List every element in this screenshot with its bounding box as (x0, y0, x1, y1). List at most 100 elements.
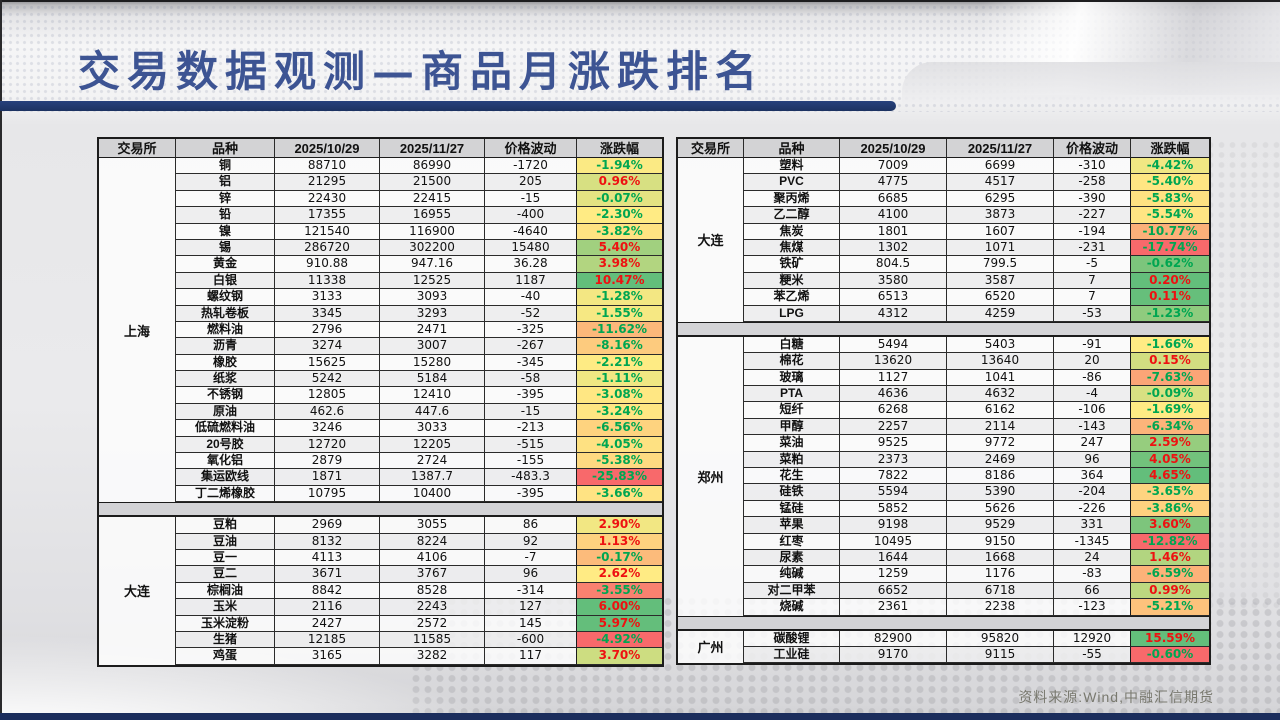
price-start-cell: 3671 (275, 566, 380, 583)
variety-cell: 菜粕 (744, 451, 840, 469)
variety-cell: 对二甲苯 (744, 582, 840, 600)
data-source-note: 资料来源:Wind,中融汇信期货 (1018, 689, 1214, 705)
variety-cell: 螺纹钢 (176, 289, 275, 306)
price-start-cell: 6513 (840, 289, 947, 306)
variety-cell: 豆油 (176, 533, 275, 550)
table-header-row: 交易所 品种 2025/10/29 2025/11/27 价格波动 涨跌幅 (99, 139, 662, 158)
table-row: 红枣 10495 9150 -1345 -12.82% (744, 533, 1209, 550)
price-end-cell: 3293 (380, 305, 485, 322)
price-change-cell: -1720 (485, 158, 577, 175)
pct-change-cell: 3.70% (576, 648, 662, 665)
price-end-cell: 6162 (947, 402, 1054, 419)
exchange-label: 大连 (678, 158, 744, 322)
price-end-cell: 13640 (947, 353, 1054, 370)
price-start-cell: 1644 (840, 549, 947, 567)
table-row: 白糖 5494 5403 -91 -1.66% (744, 336, 1209, 354)
pct-change-cell: -4.92% (576, 631, 662, 649)
price-start-cell: 8842 (275, 582, 380, 600)
price-end-cell: 1668 (947, 549, 1054, 567)
price-end-cell: 2572 (380, 615, 485, 632)
variety-cell: 焦炭 (744, 223, 840, 240)
price-change-cell: 247 (1054, 435, 1131, 452)
pct-change-cell: -8.16% (576, 338, 662, 355)
pct-change-cell: 5.97% (576, 615, 662, 632)
table-row: 苹果 9198 9529 331 3.60% (744, 517, 1209, 534)
block-rows: 塑料 7009 6699 -310 -4.42% PVC 4775 4517 -258 -5.40… (744, 158, 1209, 322)
variety-cell: 硅铁 (744, 484, 840, 501)
pct-change-cell: -11.62% (576, 321, 662, 339)
price-start-cell: 2879 (275, 453, 380, 470)
variety-cell: 豆一 (176, 549, 275, 567)
price-end-cell: 12205 (380, 436, 485, 454)
price-start-cell: 9198 (840, 517, 947, 534)
block-rows: 碳酸锂 82900 95820 12920 15.59% 工业硅 9170 9115 -55 -0… (744, 630, 1209, 664)
table-row: 粳米 3580 3587 7 0.20% (744, 272, 1209, 290)
table-row: 乙二醇 4100 3873 -227 -5.54% (744, 207, 1209, 224)
price-start-cell: 82900 (840, 630, 947, 647)
price-change-cell: -4 (1054, 386, 1131, 403)
price-start-cell: 17355 (275, 207, 380, 224)
pct-change-cell: -1.11% (576, 371, 662, 388)
pct-change-cell: -1.55% (576, 305, 662, 322)
price-change-cell: -123 (1054, 599, 1131, 616)
table-row: 铅 17355 16955 -400 -2.30% (176, 207, 662, 224)
price-change-cell: -213 (485, 420, 577, 437)
variety-cell: 低硫燃料油 (176, 420, 275, 437)
price-start-cell: 6268 (840, 402, 947, 419)
table-row: 铜 88710 86990 -1720 -1.94% (176, 158, 662, 175)
price-end-cell: 2114 (947, 418, 1054, 436)
variety-cell: PTA (744, 386, 840, 403)
price-change-cell: -483.3 (485, 469, 577, 486)
price-start-cell: 8132 (275, 533, 380, 550)
variety-cell: 乙二醇 (744, 207, 840, 224)
column-header: 品种 (176, 139, 275, 158)
variety-cell: 短纤 (744, 402, 840, 419)
variety-cell: 尿素 (744, 549, 840, 567)
price-end-cell: 1387.7 (380, 469, 485, 486)
price-end-cell: 15280 (380, 354, 485, 372)
price-change-cell: 205 (485, 174, 577, 191)
column-header: 2025/11/27 (380, 139, 485, 158)
pct-change-cell: 3.98% (576, 256, 662, 273)
pct-change-cell: -1.28% (576, 289, 662, 306)
price-end-cell: 799.5 (947, 256, 1054, 273)
price-change-cell: -267 (485, 338, 577, 355)
price-change-cell: -226 (1054, 500, 1131, 518)
price-end-cell: 2471 (380, 321, 485, 339)
exchange-block: 大连 豆粕 2969 3055 86 2.90% 豆油 8132 8224 92 1.13% 豆一 41… (99, 517, 662, 665)
table-row: 锡 286720 302200 15480 5.40% (176, 239, 662, 257)
price-end-cell: 86990 (380, 158, 485, 175)
pct-change-cell: -1.69% (1130, 402, 1209, 419)
price-change-cell: 20 (1054, 353, 1131, 370)
variety-cell: 豆粕 (176, 517, 275, 534)
column-header: 2025/11/27 (947, 139, 1054, 158)
pct-change-cell: -3.86% (1130, 500, 1209, 518)
variety-cell: 花生 (744, 468, 840, 485)
price-end-cell: 9150 (947, 533, 1054, 550)
price-change-cell: 145 (485, 615, 577, 632)
table-row: 对二甲苯 6652 6718 66 0.99% (744, 582, 1209, 600)
table-header-row: 交易所 品种 2025/10/29 2025/11/27 价格波动 涨跌幅 (678, 139, 1209, 158)
table-row: 苯乙烯 6513 6520 7 0.11% (744, 289, 1209, 306)
table-row: LPG 4312 4259 -53 -1.23% (744, 305, 1209, 322)
pct-change-cell: -5.21% (1130, 599, 1209, 616)
price-change-cell: 1187 (485, 272, 577, 290)
variety-cell: 锌 (176, 190, 275, 208)
variety-cell: 白糖 (744, 336, 840, 354)
price-start-cell: 4312 (840, 305, 947, 322)
price-end-cell: 947.16 (380, 256, 485, 273)
table-row: 豆一 4113 4106 -7 -0.17% (176, 549, 662, 567)
price-end-cell: 4106 (380, 549, 485, 567)
price-start-cell: 7822 (840, 468, 947, 485)
pct-change-cell: -4.42% (1130, 158, 1209, 175)
column-header: 2025/10/29 (275, 139, 380, 158)
variety-cell: 工业硅 (744, 646, 840, 664)
price-start-cell: 3345 (275, 305, 380, 322)
pct-change-cell: -4.05% (576, 436, 662, 454)
variety-cell: 豆二 (176, 566, 275, 583)
price-change-cell: -325 (485, 321, 577, 339)
price-change-cell: -231 (1054, 239, 1131, 257)
price-start-cell: 910.88 (275, 256, 380, 273)
price-change-cell: -227 (1054, 207, 1131, 224)
